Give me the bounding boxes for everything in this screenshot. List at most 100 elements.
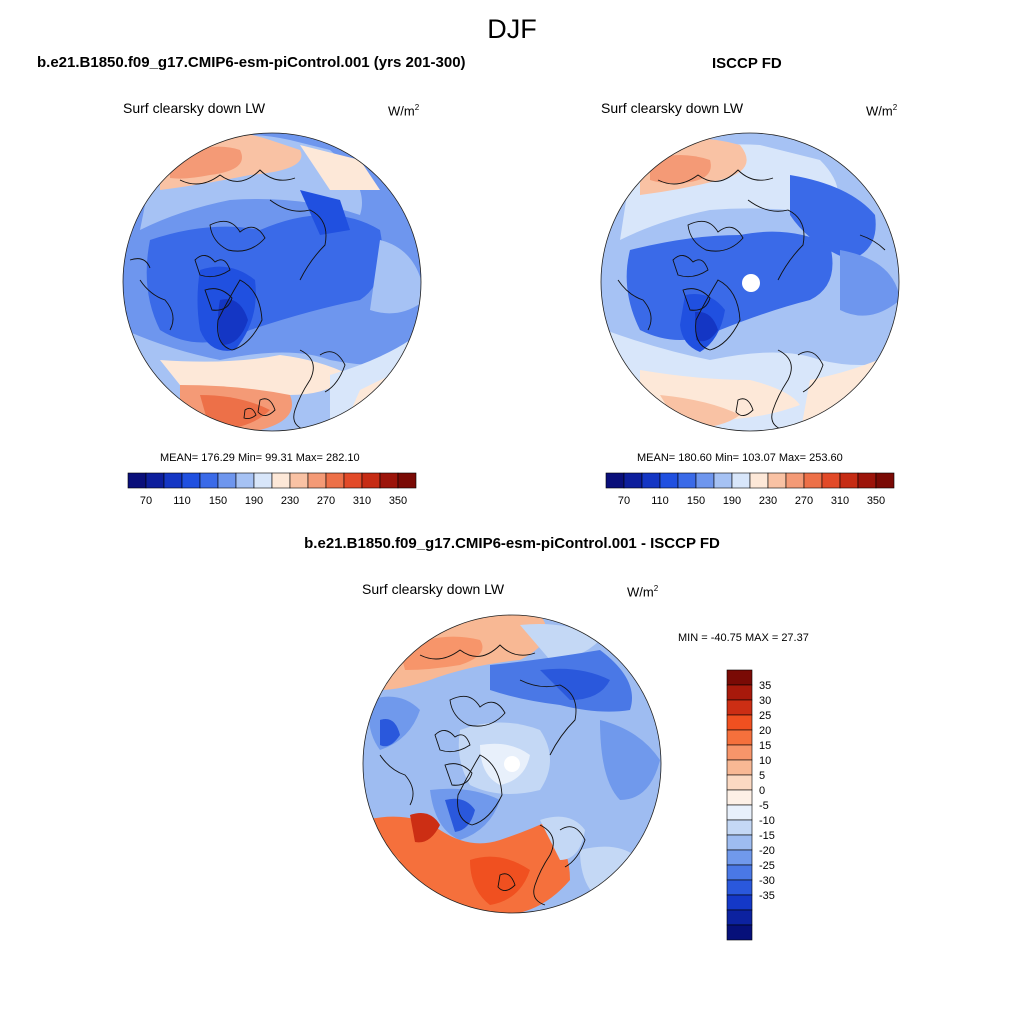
colorbar-swatch (726, 789, 753, 806)
colorbar-tick-label: 230 (281, 495, 299, 507)
colorbar-swatch (726, 744, 753, 761)
colorbar-tick-label: 20 (759, 725, 771, 737)
panel1-units: W/m2 (388, 103, 420, 119)
colorbar-tick-label: 350 (867, 495, 885, 507)
colorbar-swatch (767, 472, 787, 489)
colorbar-swatch (726, 774, 753, 791)
colorbar-swatch (145, 472, 165, 489)
colorbar-tick-label: 190 (723, 495, 741, 507)
colorbar-swatch (605, 472, 625, 489)
colorbar-swatch (726, 759, 753, 776)
panel1-variable-label: Surf clearsky down LW (123, 100, 266, 116)
colorbar-tick-label: 110 (173, 495, 191, 507)
colorbar-swatch (325, 472, 345, 489)
colorbar-swatch (726, 834, 753, 851)
colorbar-swatch (271, 472, 291, 489)
colorbar-tick-label: 70 (140, 495, 152, 507)
colorbar-swatch (726, 894, 753, 911)
panel2-title: ISCCP FD (712, 55, 782, 72)
colorbar-swatch (731, 472, 751, 489)
colorbar-swatch (839, 472, 859, 489)
colorbar-swatch (726, 669, 753, 686)
colorbar-swatch (726, 909, 753, 926)
colorbar-swatch (677, 472, 697, 489)
colorbar-tick-label: 25 (759, 710, 771, 722)
colorbar-swatch (726, 864, 753, 881)
panel3-title: b.e21.B1850.f09_g17.CMIP6-esm-piControl.… (304, 535, 720, 552)
colorbar-swatch (875, 472, 895, 489)
colorbar-swatch (713, 472, 733, 489)
colorbar-tick-label: 190 (245, 495, 263, 507)
panel3-stats: MIN = -40.75 MAX = 27.37 (678, 632, 809, 644)
colorbar-tick-label: 350 (389, 495, 407, 507)
panel2-stats: MEAN= 180.60 Min= 103.07 Max= 253.60 (637, 452, 843, 464)
colorbar-swatch (623, 472, 643, 489)
panel2-units: W/m2 (866, 103, 898, 119)
colorbar-swatch (726, 804, 753, 821)
colorbar-swatch (127, 472, 147, 489)
panel3-units: W/m2 (627, 584, 659, 600)
map-isccp (601, 133, 899, 431)
colorbar-tick-label: 35 (759, 680, 771, 692)
colorbar-tick-label: -25 (759, 860, 775, 872)
colorbar-swatch (726, 924, 753, 941)
colorbar-tick-label: -35 (759, 890, 775, 902)
colorbar-swatch (343, 472, 363, 489)
colorbar-swatch (361, 472, 381, 489)
colorbar-swatch (803, 472, 823, 489)
colorbar-swatch (163, 472, 183, 489)
colorbar-swatch (379, 472, 399, 489)
panel1-stats: MEAN= 176.29 Min= 99.31 Max= 282.10 (160, 452, 360, 464)
colorbar-tick-label: 230 (759, 495, 777, 507)
colorbar-swatch (726, 879, 753, 896)
colorbar-tick-label: -20 (759, 845, 775, 857)
colorbar-swatch (726, 729, 753, 746)
colorbar-swatch (307, 472, 327, 489)
colorbar-swatch (726, 849, 753, 866)
colorbar-swatch (217, 472, 237, 489)
colorbar-swatch (659, 472, 679, 489)
colorbar-tick-label: -5 (759, 800, 769, 812)
colorbar-tick-label: 110 (651, 495, 669, 507)
colorbar-swatch (641, 472, 661, 489)
panel2-variable-label: Surf clearsky down LW (601, 100, 744, 116)
colorbar-difference: 35 30 25 20 15 10 5 0 -5 -10 -15 -20 -25 -30 -35 (726, 669, 775, 941)
colorbar-swatch (397, 472, 417, 489)
panel3-variable-label: Surf clearsky down LW (362, 581, 505, 597)
colorbar-swatch (821, 472, 841, 489)
colorbar-swatch (181, 472, 201, 489)
colorbar-swatch (749, 472, 769, 489)
colorbar-swatch (199, 472, 219, 489)
colorbar-swatch (726, 714, 753, 731)
main-title: DJF (487, 14, 537, 44)
colorbar-tick-label: 30 (759, 695, 771, 707)
colorbar-tick-label: 270 (317, 495, 335, 507)
colorbar-swatch (726, 684, 753, 701)
colorbar-tick-label: 70 (618, 495, 630, 507)
colorbar-tick-label: -15 (759, 830, 775, 842)
colorbar-tick-label: 310 (831, 495, 849, 507)
colorbar-tick-label: -10 (759, 815, 775, 827)
colorbar-tick-label: -30 (759, 875, 775, 887)
colorbar-swatch (289, 472, 309, 489)
colorbar-swatch (253, 472, 273, 489)
colorbar-tick-label: 270 (795, 495, 813, 507)
colorbar-tick-label: 0 (759, 785, 765, 797)
colorbar-swatch (726, 699, 753, 716)
colorbar-swatch (785, 472, 805, 489)
colorbar-tick-label: 150 (209, 495, 227, 507)
colorbar-tick-label: 5 (759, 770, 765, 782)
colorbar-tick-label: 310 (353, 495, 371, 507)
colorbar-tick-label: 10 (759, 755, 771, 767)
colorbar-tick-label: 150 (687, 495, 705, 507)
colorbar-swatch (695, 472, 715, 489)
colorbar-model: 70 110 150 190 230 270 310 350 (127, 472, 417, 507)
colorbar-swatch (857, 472, 877, 489)
colorbar-swatch (726, 819, 753, 836)
panel1-title: b.e21.B1850.f09_g17.CMIP6-esm-piControl.… (37, 54, 466, 71)
colorbar-swatch (235, 472, 255, 489)
colorbar-isccp: 70 110 150 190 230 270 310 350 (605, 472, 895, 507)
colorbar-tick-label: 15 (759, 740, 771, 752)
